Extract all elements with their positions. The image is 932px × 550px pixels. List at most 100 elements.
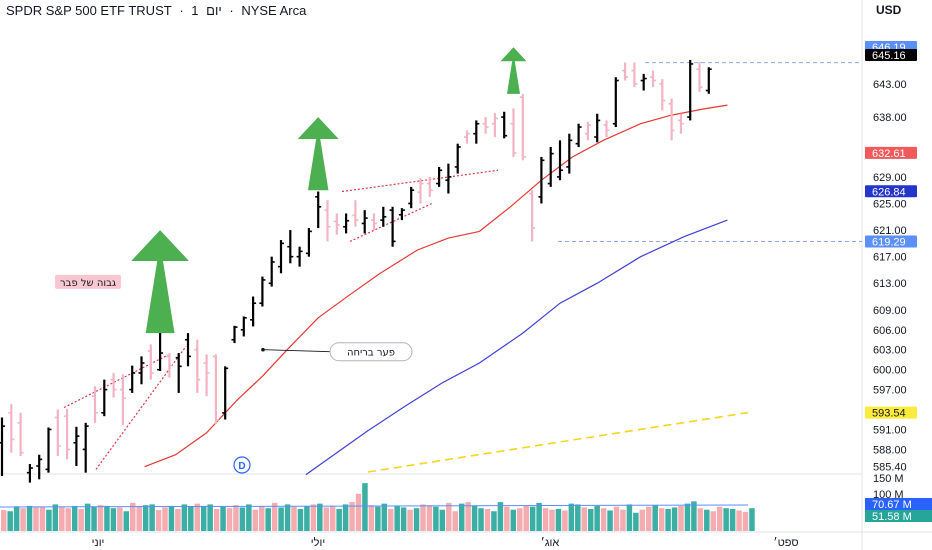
ohlc-bar <box>278 240 284 274</box>
price-tag-label: 619.29 <box>872 236 906 248</box>
ohlc-bar <box>622 62 629 81</box>
volume-bar <box>678 505 684 531</box>
volume-bar <box>400 507 407 531</box>
ohlc-bar <box>529 190 536 242</box>
ohlc-bar <box>454 143 461 174</box>
ohlc-bar <box>138 356 145 385</box>
volume-bar <box>291 506 297 531</box>
volume-bar <box>749 508 755 531</box>
volume-bar <box>523 505 529 531</box>
volume-bar <box>704 509 710 531</box>
volume-bar <box>188 506 194 531</box>
callout-dot <box>261 347 265 352</box>
callout-box <box>329 342 413 362</box>
price-tag: 593.54 <box>865 406 917 420</box>
interval-value[interactable]: 1 <box>191 3 199 18</box>
volume-bar <box>246 504 252 531</box>
ohlc-bar <box>650 70 656 88</box>
price-tag-bg <box>865 235 917 248</box>
volume-bar <box>20 508 26 531</box>
ohlc-bar <box>17 412 24 457</box>
trend-line <box>349 202 433 242</box>
volume-bar <box>265 508 271 531</box>
volume-bar <box>671 507 678 531</box>
volume-bar <box>381 503 388 531</box>
ma200-line <box>305 219 728 476</box>
volume-bar <box>220 506 226 531</box>
volume-bar <box>420 504 426 531</box>
volume-bar <box>620 509 626 531</box>
currency-label[interactable]: USD <box>876 3 902 17</box>
volume-bar <box>388 508 394 531</box>
ma-yellow-line <box>367 411 749 473</box>
volume-tick-label: 150 M <box>873 473 904 485</box>
volume-bar <box>736 510 742 531</box>
volume-bar <box>194 503 200 531</box>
volume-bar <box>130 502 136 531</box>
dividend-label: D <box>238 461 245 472</box>
volume-bar <box>497 502 504 531</box>
ohlc-bar <box>129 365 136 393</box>
volume-bar <box>529 506 536 531</box>
volume-bar <box>342 504 349 531</box>
volume-bar <box>478 508 484 531</box>
y-tick-label: 588.00 <box>873 444 907 456</box>
green-up-arrow-icon <box>500 47 527 94</box>
volume-bar <box>117 507 123 531</box>
ohlc-bar <box>212 354 219 425</box>
ohlc-bar <box>705 67 712 94</box>
volume-bar <box>710 511 716 531</box>
volume-bar <box>323 507 329 531</box>
ohlc-bar <box>445 163 452 194</box>
ohlc-bar <box>501 111 508 139</box>
volume-bar <box>575 504 581 531</box>
x-tick-label: יולי <box>311 536 325 549</box>
ohlc-bar <box>157 329 164 371</box>
volume-bar <box>407 509 413 531</box>
volume-bar <box>658 508 665 531</box>
volume-tag-bg <box>865 498 932 510</box>
volume-bar <box>439 509 446 531</box>
ohlc-bar <box>147 344 154 380</box>
ohlc-bar <box>696 61 703 92</box>
y-tick-label: 600.00 <box>873 365 907 377</box>
volume-bar <box>742 512 749 531</box>
y-tick-label: 597.00 <box>873 385 907 397</box>
ohlc-bar <box>482 117 489 134</box>
volume-bar <box>426 505 433 531</box>
volume-bar <box>181 504 188 531</box>
volume-bar <box>697 508 704 531</box>
x-tick-label: יוני <box>92 537 105 549</box>
symbol-title[interactable]: SPDR S&P 500 ETF TRUST <box>6 3 172 18</box>
interval-label[interactable]: יום <box>206 3 222 18</box>
volume-bar <box>84 503 91 531</box>
volume-bar <box>639 509 646 531</box>
price-tag-label: 632.61 <box>872 148 906 160</box>
ohlc-bar <box>54 409 61 457</box>
ohlc-bar <box>687 59 694 121</box>
ma50-line <box>144 104 728 468</box>
y-tick-label: 625.00 <box>873 198 907 210</box>
volume-bar <box>626 504 633 531</box>
volume-bar <box>542 508 549 531</box>
ohlc-bar <box>464 130 470 144</box>
volume-bar <box>110 508 117 531</box>
ohlc-bar <box>510 108 517 157</box>
ohlc-bar <box>8 404 15 453</box>
volume-bar <box>91 506 97 531</box>
ohlc-bar <box>185 333 191 367</box>
volume-bar <box>691 501 697 531</box>
ohlc-bar <box>119 374 126 425</box>
ohlc-bar <box>473 120 480 144</box>
volume-bar <box>452 511 458 531</box>
ohlc-bar <box>603 120 610 138</box>
ohlc-bar <box>73 426 80 467</box>
price-tag-bg <box>865 406 917 419</box>
volume-bar <box>329 505 336 531</box>
volume-bar <box>465 502 471 531</box>
ohlc-bar <box>417 178 424 204</box>
volume-bar <box>368 505 375 531</box>
ohlc-bar <box>36 454 43 480</box>
ohlc-bar <box>296 246 303 267</box>
